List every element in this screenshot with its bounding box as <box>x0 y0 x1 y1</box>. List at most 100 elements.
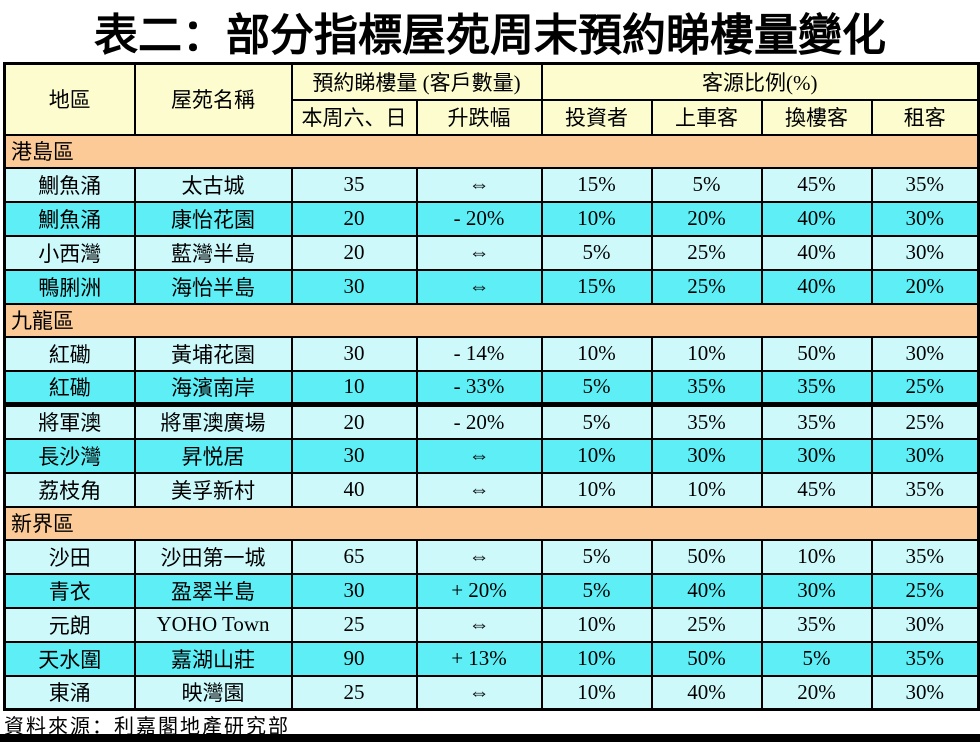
col-header-estate: 屋苑名稱 <box>133 62 293 136</box>
tenant-pct-cell: 30% <box>870 200 980 237</box>
first-time-buyer-pct-cell: 30% <box>650 437 763 474</box>
first-time-buyer-pct-cell: 50% <box>650 538 763 575</box>
tenant-pct-cell: 35% <box>870 166 980 203</box>
region-section-label: 九龍區 <box>3 302 980 338</box>
first-time-buyer-pct-cell: 5% <box>650 166 763 203</box>
weekend-count-cell: 65 <box>290 538 418 575</box>
change-cell: ⇔ <box>415 538 543 575</box>
investor-pct-cell: 10% <box>540 640 653 677</box>
col-header-first-time-buyer: 上車客 <box>650 98 763 136</box>
upgrader-pct-cell: 20% <box>760 674 873 711</box>
change-cell: ⇔ <box>415 471 543 508</box>
change-cell: ⇔ <box>415 674 543 711</box>
district-cell: 青衣 <box>3 572 136 609</box>
col-header-change: 升跌幅 <box>415 98 543 136</box>
investor-pct-cell: 10% <box>540 674 653 711</box>
investor-pct-cell: 15% <box>540 268 653 305</box>
investor-pct-cell: 5% <box>540 403 653 440</box>
first-time-buyer-pct-cell: 10% <box>650 335 763 372</box>
district-cell: 天水圍 <box>3 640 136 677</box>
estate-table-row: 東涌 映灣園 25 ⇔ 10% 40% 20% 30% <box>3 674 980 711</box>
investor-pct-cell: 10% <box>540 437 653 474</box>
estate-name-cell: 康怡花園 <box>133 200 293 237</box>
change-cell: - 33% <box>415 369 543 407</box>
estate-name-cell: 盈翠半島 <box>133 572 293 609</box>
estate-table-row: 天水圍 嘉湖山莊 90 + 13% 10% 50% 5% 35% <box>3 640 980 677</box>
col-header-upgrader: 換樓客 <box>760 98 873 136</box>
tenant-pct-cell: 25% <box>870 403 980 440</box>
estate-table-row: 青衣 盈翠半島 30 + 20% 5% 40% 30% 25% <box>3 572 980 609</box>
estate-name-cell: YOHO Town <box>133 606 293 643</box>
investor-pct-cell: 10% <box>540 335 653 372</box>
investor-pct-cell: 10% <box>540 200 653 237</box>
region-section-row: 九龍區 <box>3 302 980 338</box>
tenant-pct-cell: 35% <box>870 471 980 508</box>
upgrader-pct-cell: 30% <box>760 572 873 609</box>
weekend-count-cell: 40 <box>290 471 418 508</box>
estate-name-cell: 海怡半島 <box>133 268 293 305</box>
change-cell: ⇔ <box>415 234 543 271</box>
change-cell: ⇔ <box>415 606 543 643</box>
upgrader-pct-cell: 35% <box>760 403 873 440</box>
district-cell: 紅磡 <box>3 335 136 372</box>
district-cell: 荔枝角 <box>3 471 136 508</box>
change-cell: ⇔ <box>415 166 543 203</box>
first-time-buyer-pct-cell: 20% <box>650 200 763 237</box>
first-time-buyer-pct-cell: 25% <box>650 268 763 305</box>
tenant-pct-cell: 35% <box>870 640 980 677</box>
investor-pct-cell: 15% <box>540 166 653 203</box>
weekend-count-cell: 30 <box>290 437 418 474</box>
change-cell: + 13% <box>415 640 543 677</box>
upgrader-pct-cell: 40% <box>760 268 873 305</box>
upgrader-pct-cell: 10% <box>760 538 873 575</box>
weekend-count-cell: 30 <box>290 268 418 305</box>
weekend-count-cell: 30 <box>290 335 418 372</box>
estate-name-cell: 美孚新村 <box>133 471 293 508</box>
estate-table-row: 沙田 沙田第一城 65 ⇔ 5% 50% 10% 35% <box>3 538 980 575</box>
tenant-pct-cell: 30% <box>870 674 980 711</box>
tenant-pct-cell: 25% <box>870 572 980 609</box>
change-cell: ⇔ <box>415 268 543 305</box>
estate-table-row: 荔枝角 美孚新村 40 ⇔ 10% 10% 45% 35% <box>3 471 980 508</box>
col-group-bookings: 預約睇樓量 (客戶數量) <box>290 62 543 101</box>
col-header-district: 地區 <box>3 62 136 136</box>
weekend-count-cell: 35 <box>290 166 418 203</box>
estate-name-cell: 昇悦居 <box>133 437 293 474</box>
upgrader-pct-cell: 40% <box>760 234 873 271</box>
change-cell: - 20% <box>415 403 543 440</box>
district-cell: 元朗 <box>3 606 136 643</box>
change-cell: - 20% <box>415 200 543 237</box>
upgrader-pct-cell: 45% <box>760 166 873 203</box>
source-note: 資料來源：利嘉閣地產研究部 <box>4 716 290 738</box>
tenant-pct-cell: 35% <box>870 538 980 575</box>
estate-name-cell: 將軍澳廣場 <box>133 403 293 440</box>
tenant-pct-cell: 20% <box>870 268 980 305</box>
tenant-pct-cell: 30% <box>870 606 980 643</box>
bottom-black-bar <box>0 734 980 742</box>
header-row-groups: 地區 屋苑名稱 預約睇樓量 (客戶數量) 客源比例(%) <box>3 62 980 136</box>
col-header-investor: 投資者 <box>540 98 653 136</box>
estate-name-cell: 嘉湖山莊 <box>133 640 293 677</box>
district-cell: 鰂魚涌 <box>3 166 136 203</box>
estate-name-cell: 海濱南岸 <box>133 369 293 407</box>
col-header-weekend-count: 本周六、日 <box>290 98 418 136</box>
weekend-count-cell: 30 <box>290 572 418 609</box>
first-time-buyer-pct-cell: 25% <box>650 606 763 643</box>
weekend-count-cell: 10 <box>290 369 418 407</box>
investor-pct-cell: 5% <box>540 369 653 407</box>
estate-table-row: 小西灣 藍灣半島 20 ⇔ 5% 25% 40% 30% <box>3 234 980 271</box>
weekend-count-cell: 90 <box>290 640 418 677</box>
district-cell: 鴨脷洲 <box>3 268 136 305</box>
estate-table-row: 紅磡 黃埔花園 30- 14% 10% 10% 50% 30% <box>3 335 980 372</box>
first-time-buyer-pct-cell: 40% <box>650 572 763 609</box>
upgrader-pct-cell: 30% <box>760 437 873 474</box>
change-cell: ⇔ <box>415 437 543 474</box>
tenant-pct-cell: 30% <box>870 335 980 372</box>
tenant-pct-cell: 30% <box>870 234 980 271</box>
col-group-sources: 客源比例(%) <box>540 62 980 101</box>
change-cell: - 14% <box>415 335 543 372</box>
investor-pct-cell: 10% <box>540 606 653 643</box>
region-section-label: 港島區 <box>3 133 980 169</box>
district-cell: 東涌 <box>3 674 136 711</box>
estate-table-row: 紅磡 海濱南岸 10- 33% 5% 35% 35% 25% <box>3 369 980 407</box>
